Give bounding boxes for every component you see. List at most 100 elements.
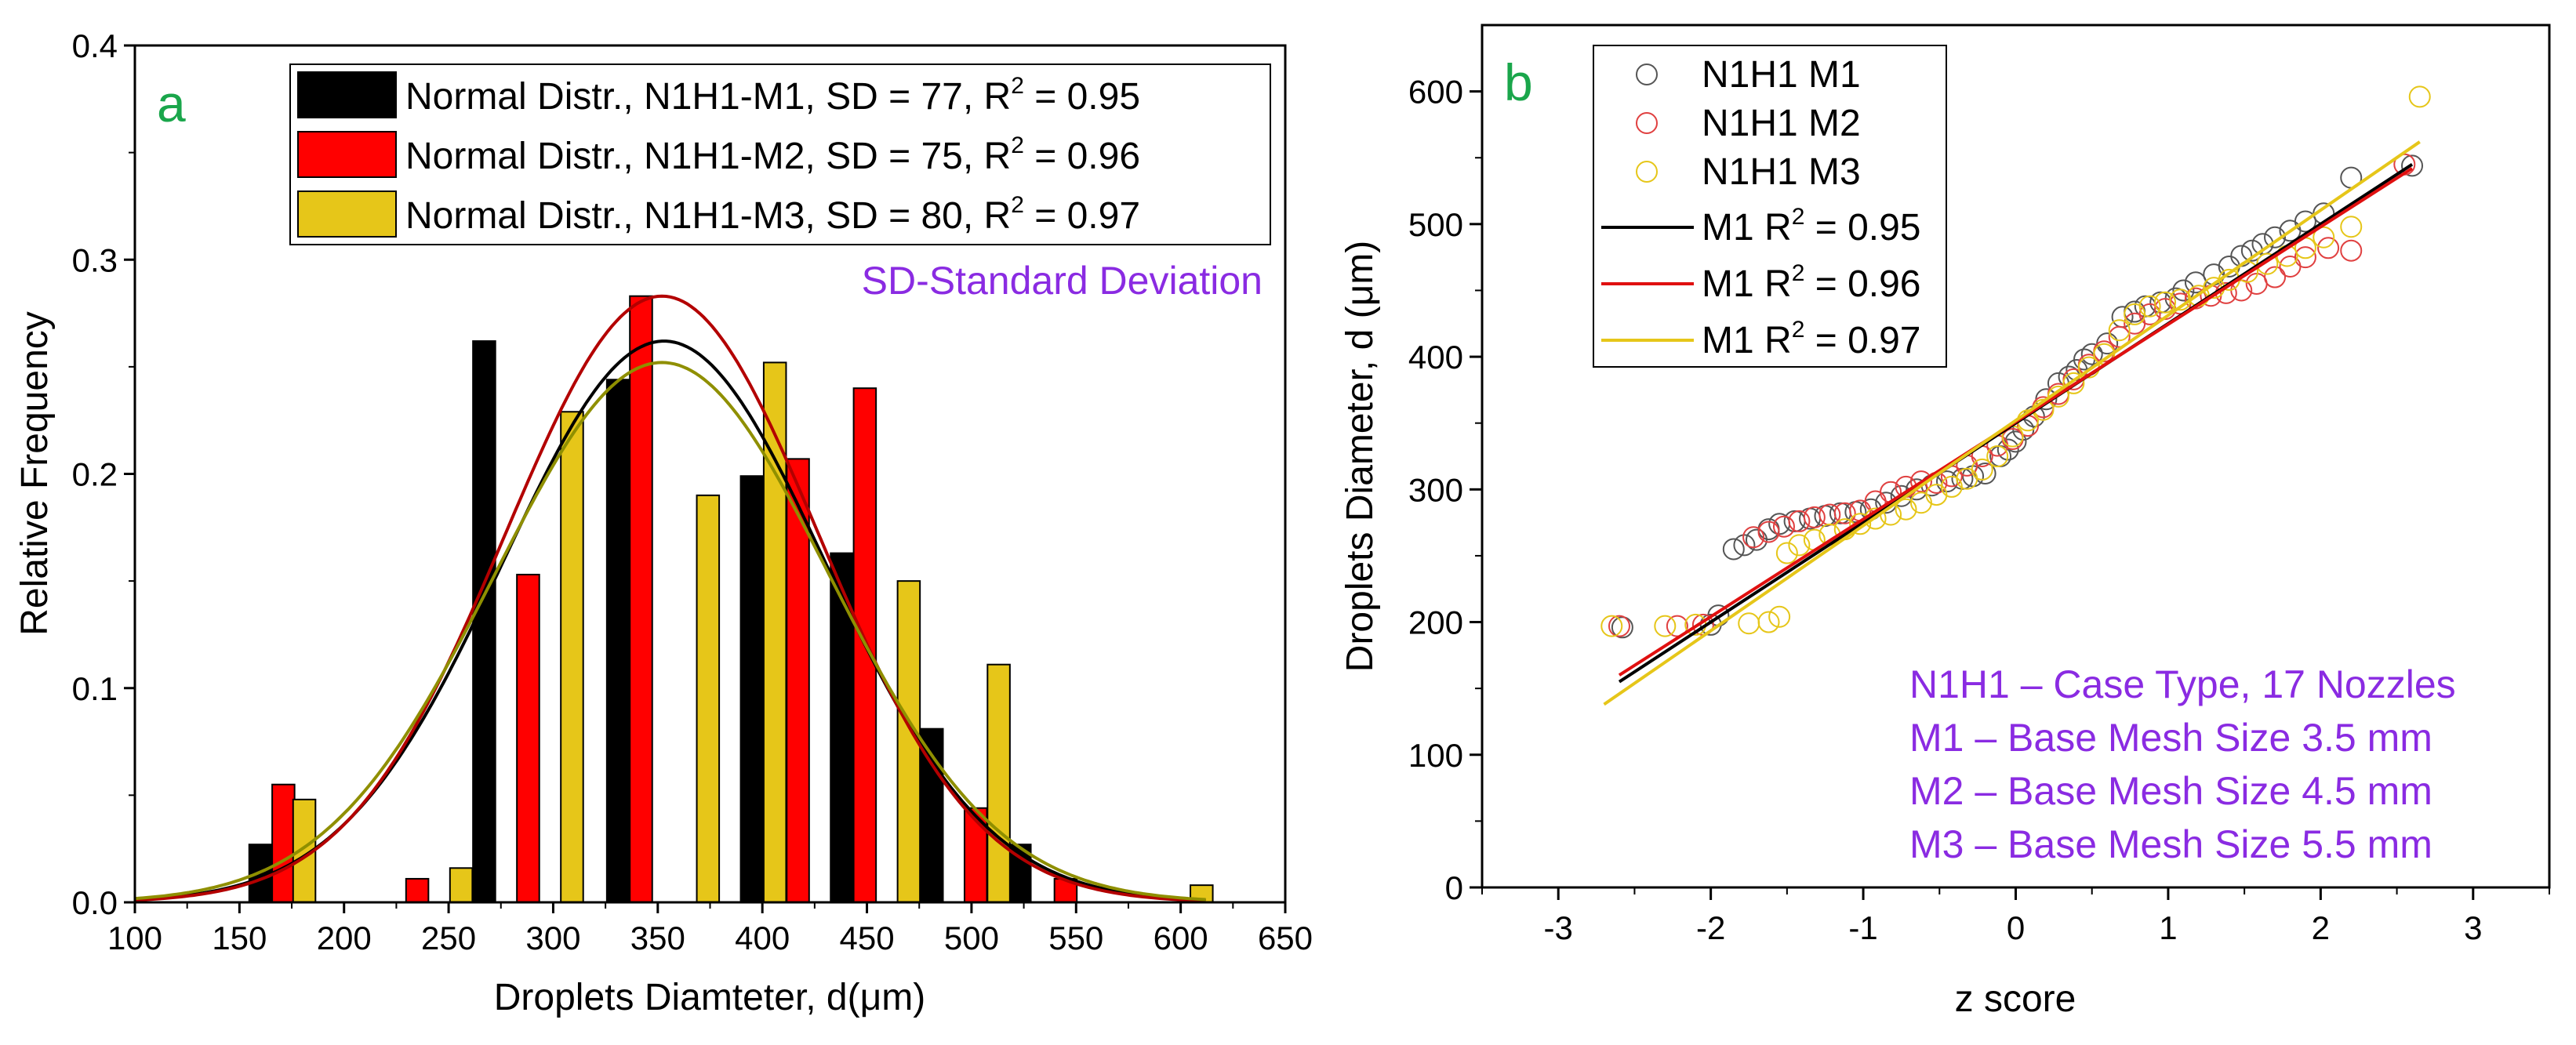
svg-text:Normal Distr., N1H1-M1, SD = 7: Normal Distr., N1H1-M1, SD = 77, R2 = 0.… bbox=[405, 73, 1140, 118]
bar-m3-4 bbox=[696, 494, 721, 903]
y-tick-label-b-500: 500 bbox=[1408, 206, 1463, 243]
point-m1-40 bbox=[2172, 279, 2195, 302]
histogram-panel-a: 100 150 200 250 300 350 400 450 500 550 600 650 0.0… bbox=[14, 27, 1313, 1018]
y-tick-label-b-400: 400 bbox=[1408, 339, 1463, 376]
point-m1-4 bbox=[1722, 538, 1745, 561]
legend-swatch-m1 bbox=[297, 71, 397, 118]
legend-r2-fit-1: = 0.95 bbox=[1804, 207, 1920, 249]
point-m2-42 bbox=[2340, 239, 2363, 262]
x-tick-label-b--1: -1 bbox=[1848, 909, 1877, 946]
point-m1-52 bbox=[2401, 154, 2424, 177]
bar-m3-7 bbox=[986, 663, 1011, 903]
legend-text-fit-3: M1 R bbox=[1702, 320, 1792, 361]
legend-text-b-m1: N1H1 M1 bbox=[1702, 54, 1861, 96]
bar-m2-8 bbox=[1053, 877, 1078, 904]
y-axis-label-a: Relative Frequency bbox=[14, 311, 56, 636]
x-tick-label-a-300: 300 bbox=[525, 920, 580, 956]
svg-text:M1 R2 = 0.95: M1 R2 = 0.95 bbox=[1702, 204, 1921, 249]
point-m3-7 bbox=[1775, 542, 1798, 564]
y-tick-label-a-0.2: 0.2 bbox=[72, 456, 118, 493]
annotation-notes-b: N1H1 – Case Type, 17 Nozzles M1 – Base M… bbox=[1909, 662, 2456, 866]
x-tick-label-b--2: -2 bbox=[1696, 909, 1725, 946]
point-m3-1 bbox=[1600, 615, 1623, 637]
x-tick-label-a-550: 550 bbox=[1048, 920, 1103, 956]
point-m1-47 bbox=[2264, 226, 2287, 249]
point-m3-15 bbox=[1895, 498, 1917, 521]
point-m1-33 bbox=[2080, 343, 2103, 365]
svg-text:Normal Distr., N1H1-M2, SD = 7: Normal Distr., N1H1-M2, SD = 75, R2 = 0.… bbox=[405, 132, 1140, 177]
bar-m2-4 bbox=[629, 295, 653, 903]
panel-label-a: a bbox=[157, 74, 186, 132]
point-m2-30 bbox=[2138, 303, 2161, 325]
y-tick-label-b-200: 200 bbox=[1408, 604, 1463, 641]
point-m1-24 bbox=[1996, 438, 2019, 461]
x-axis-label-a: Droplets Diamteter, d(μm) bbox=[494, 977, 925, 1018]
y-tick-label-b-600: 600 bbox=[1408, 74, 1463, 111]
note-sd-definition: SD-Standard Deviation bbox=[862, 259, 1263, 303]
fit-lines bbox=[1603, 140, 2421, 706]
point-m2-1 bbox=[1608, 615, 1630, 637]
point-m1-25 bbox=[2004, 430, 2027, 453]
y-axis-ticks-a: 0.0 0.1 0.2 0.3 0.4 bbox=[72, 27, 135, 921]
legend-r2-fit-3: = 0.97 bbox=[1804, 320, 1920, 361]
point-m3-12 bbox=[1849, 513, 1872, 535]
bar-m1-2 bbox=[472, 340, 496, 903]
legend-entry-m3: Normal Distr., N1H1-M3, SD = 80, R2 = 0.… bbox=[297, 190, 1140, 238]
y-tick-label-a-0.4: 0.4 bbox=[72, 27, 118, 64]
point-m1-1 bbox=[1611, 616, 1633, 639]
bar-m1-4 bbox=[739, 475, 765, 903]
legend-text-m1: Normal Distr., N1H1-M1, SD = 77, R bbox=[405, 76, 1011, 118]
legend-entry-m1: Normal Distr., N1H1-M1, SD = 77, R2 = 0.… bbox=[297, 71, 1140, 118]
point-m3-5 bbox=[1757, 611, 1780, 633]
svg-text:Normal Distr., N1H1-M3, SD = 8: Normal Distr., N1H1-M3, SD = 80, R2 = 0.… bbox=[405, 192, 1140, 237]
point-m3-21 bbox=[1986, 445, 2009, 467]
legend-text-b-m3: N1H1 M3 bbox=[1702, 151, 1861, 193]
x-axis-ticks-b: -3 -2 -1 0 1 2 3 bbox=[1481, 887, 2550, 946]
point-m3-20 bbox=[1971, 458, 1993, 481]
note-mesh-m1: M1 – Base Mesh Size 3.5 mm bbox=[1909, 716, 2432, 760]
x-axis-ticks-a: 100 150 200 250 300 350 400 450 500 550 600 650 bbox=[107, 902, 1313, 956]
svg-text:M1 R2 = 0.97: M1 R2 = 0.97 bbox=[1702, 317, 1921, 361]
point-m2-40 bbox=[2294, 246, 2316, 269]
bar-m3-3 bbox=[560, 411, 584, 903]
x-tick-label-a-150: 150 bbox=[212, 920, 267, 956]
legend-b: N1H1 M1 N1H1 M2 N1H1 M3 M1 R2 = 0.95 M1 … bbox=[1593, 45, 1947, 368]
y-axis-label-b: Droplets Diameter, d (μm) bbox=[1339, 241, 1381, 672]
point-m3-32 bbox=[2154, 291, 2177, 314]
bar-m2-2 bbox=[405, 877, 430, 904]
y-tick-label-a-0.1: 0.1 bbox=[72, 670, 118, 707]
bar-m1-3 bbox=[605, 379, 630, 903]
x-tick-label-b-1: 1 bbox=[2159, 909, 2177, 946]
x-tick-label-a-250: 250 bbox=[421, 920, 476, 956]
point-m2-38 bbox=[2264, 266, 2287, 288]
legend-text-fit-2: M1 R bbox=[1702, 263, 1792, 305]
y-tick-label-b-0: 0 bbox=[1445, 869, 1463, 906]
y-axis-ticks-b: 0 100 200 300 400 500 600 bbox=[1408, 74, 1482, 906]
note-mesh-m2: M2 – Base Mesh Size 4.5 mm bbox=[1909, 769, 2432, 813]
y-tick-label-b-100: 100 bbox=[1408, 737, 1463, 774]
panel-label-b: b bbox=[1504, 53, 1533, 111]
legend-entry-m2: Normal Distr., N1H1-M2, SD = 75, R2 = 0.… bbox=[297, 131, 1140, 178]
legend-text-m2: Normal Distr., N1H1-M2, SD = 75, R bbox=[405, 136, 1011, 177]
legend-a: Normal Distr., N1H1-M1, SD = 77, R2 = 0.… bbox=[289, 63, 1271, 245]
legend-marker-m3 bbox=[1636, 161, 1658, 183]
legend-box-b bbox=[1593, 45, 1947, 368]
x-tick-label-b--3: -3 bbox=[1544, 909, 1573, 946]
legend-r2-m1: = 0.95 bbox=[1024, 76, 1140, 118]
x-tick-label-b-0: 0 bbox=[2007, 909, 2025, 946]
point-m3-41 bbox=[2313, 226, 2335, 249]
point-m2-7 bbox=[1788, 510, 1811, 532]
point-m3-29 bbox=[2108, 319, 2131, 342]
x-tick-label-b-2: 2 bbox=[2312, 909, 2330, 946]
fit-curve-m3 bbox=[134, 361, 1206, 902]
x-tick-label-b-3: 3 bbox=[2464, 909, 2482, 946]
x-tick-label-a-500: 500 bbox=[944, 920, 999, 956]
legend-swatch-m3 bbox=[297, 190, 397, 238]
legend-text-b-m2: N1H1 M2 bbox=[1702, 103, 1861, 144]
legend-swatch-m2 bbox=[297, 131, 397, 178]
point-m2-5 bbox=[1757, 521, 1780, 543]
normal-fit-curves bbox=[134, 294, 1206, 903]
qq-panel-b: -3 -2 -1 0 1 2 3 0 100 200 300 400 500 600 b z score… bbox=[1339, 24, 2551, 1020]
x-axis-label-b: z score bbox=[1955, 978, 2076, 1020]
legend-text-m3: Normal Distr., N1H1-M3, SD = 80, R bbox=[405, 195, 1011, 237]
